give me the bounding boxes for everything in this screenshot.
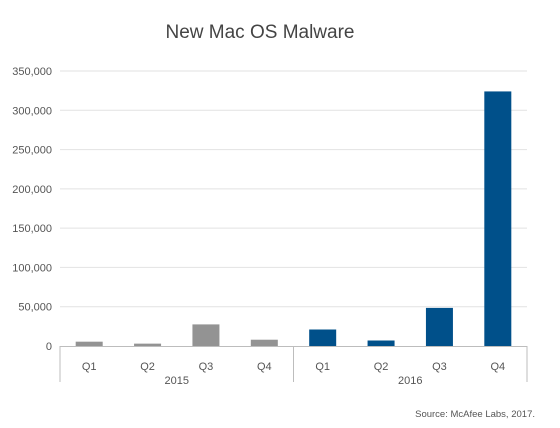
- bar: [425, 307, 453, 346]
- group-label: 2015: [165, 375, 189, 387]
- bar: [75, 341, 103, 346]
- y-tick-label: 250,000: [12, 145, 52, 157]
- x-tick-label: Q4: [490, 361, 505, 373]
- bars: [75, 91, 512, 346]
- y-tick-label: 150,000: [12, 223, 52, 235]
- source-note: Source: McAfee Labs, 2017.: [415, 409, 535, 420]
- x-axis: Q1 Q2 Q3 Q4 Q1 Q2 Q3 Q4 2015 2016: [59, 346, 528, 387]
- y-tick-label: 50,000: [18, 302, 52, 314]
- y-tick-label: 0: [46, 341, 52, 353]
- y-tick-label: 100,000: [12, 262, 52, 274]
- x-tick-label: Q4: [257, 361, 272, 373]
- bar: [484, 91, 512, 346]
- bar: [250, 339, 278, 346]
- x-tick-label: Q3: [432, 361, 447, 373]
- bar: [134, 343, 162, 346]
- x-tick-label: Q2: [374, 361, 389, 373]
- y-axis-ticks: 0 50,000 100,000 150,000 200,000 250,000 300,0…: [12, 66, 52, 353]
- bar: [192, 324, 220, 346]
- x-tick-label: Q3: [199, 361, 214, 373]
- x-tick-label: Q2: [140, 361, 155, 373]
- y-tick-label: 300,000: [12, 105, 52, 117]
- y-tick-label: 350,000: [12, 66, 52, 78]
- bar: [367, 340, 395, 346]
- y-tick-label: 200,000: [12, 184, 52, 196]
- x-tick-label: Q1: [315, 361, 330, 373]
- x-tick-label: Q1: [82, 361, 97, 373]
- bar: [309, 329, 337, 346]
- group-label: 2016: [398, 375, 422, 387]
- gridlines: [60, 70, 527, 308]
- chart-title: New Mac OS Malware: [166, 22, 355, 43]
